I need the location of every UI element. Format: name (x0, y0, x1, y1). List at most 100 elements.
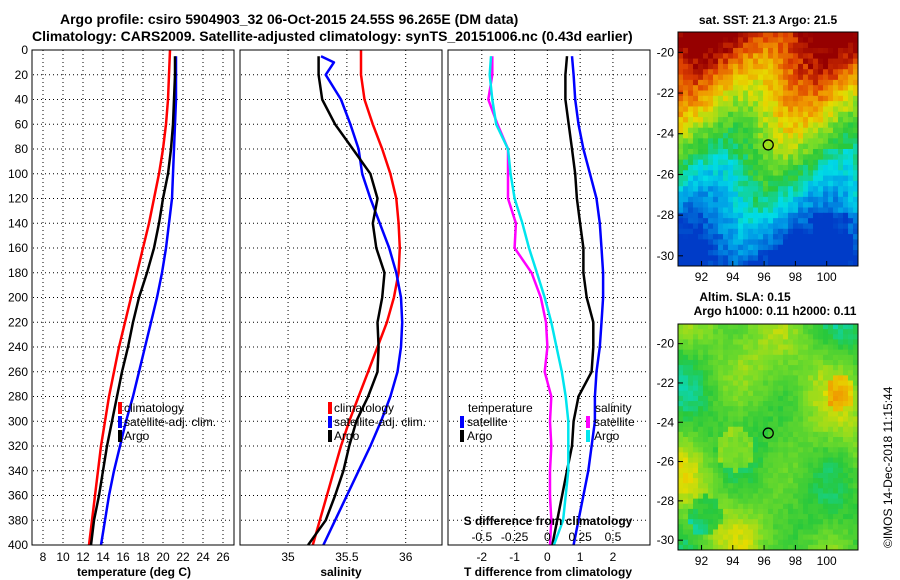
map-cell (788, 431, 794, 438)
map-cell (808, 498, 814, 505)
map-cell (693, 239, 699, 246)
map-cell (743, 85, 749, 92)
map-cell (713, 106, 719, 113)
map-cell (718, 170, 724, 177)
map-cell (838, 395, 844, 402)
map-cell (743, 122, 749, 129)
map-cell (803, 395, 809, 402)
map-cell (778, 191, 784, 198)
map-cell (828, 90, 834, 97)
map-cell (758, 411, 764, 418)
map-cell (698, 239, 704, 246)
map-cell (823, 186, 829, 193)
map-cell (843, 437, 849, 443)
map-cell (773, 250, 779, 256)
map-cell (778, 401, 784, 407)
map-cell (768, 324, 774, 330)
map-cell (678, 117, 684, 124)
map-cell (833, 186, 839, 193)
map-cell (713, 207, 719, 214)
map-cell (828, 133, 834, 139)
map-cell (838, 164, 844, 171)
map-cell (758, 207, 764, 214)
map-cell (783, 462, 789, 469)
map-cell (718, 447, 724, 454)
map-cell (748, 207, 754, 214)
map-cell (823, 133, 829, 139)
map-cell (813, 127, 819, 134)
map-cell (808, 207, 814, 214)
map-cell (853, 544, 858, 550)
map-cell (798, 498, 804, 505)
map-cell (848, 334, 854, 341)
map-cell (813, 365, 819, 371)
map-cell (683, 519, 689, 525)
map-cell (838, 127, 844, 134)
map-cell (808, 380, 814, 387)
map-cell (703, 53, 709, 60)
map-cell (778, 32, 784, 38)
map-cell (828, 339, 834, 346)
map-cell (838, 90, 844, 97)
map-cell (753, 375, 759, 382)
map-cell (693, 111, 699, 118)
map-cell (758, 375, 764, 382)
map-cell (773, 339, 779, 346)
map-cell (803, 175, 809, 182)
map-cell (813, 339, 819, 346)
map-cell (838, 472, 844, 479)
map-y-tick-label: -26 (657, 167, 675, 181)
map-cell (713, 170, 719, 177)
map-cell (798, 32, 804, 38)
map-cell (713, 180, 719, 187)
map-cell (778, 467, 784, 474)
map-cell (853, 74, 858, 81)
map-cell (748, 58, 754, 65)
map-cell (693, 228, 699, 235)
map-cell (738, 133, 744, 139)
map-cell (753, 260, 759, 266)
map-cell (688, 101, 694, 108)
map-cell (793, 514, 799, 520)
map-cell (828, 447, 834, 454)
map-cell (683, 534, 689, 541)
map-cell (693, 324, 699, 330)
map-cell (828, 334, 834, 341)
map-cell (848, 421, 854, 428)
map-cell (773, 508, 779, 515)
map-cell (688, 175, 694, 182)
map-cell (718, 143, 724, 150)
map-cell (763, 380, 769, 387)
map-cell (708, 544, 714, 550)
map-cell (683, 170, 689, 177)
map-cell (688, 534, 694, 541)
map-cell (723, 117, 729, 124)
map-cell (748, 324, 754, 330)
map-cell (748, 159, 754, 166)
map-cell (678, 483, 684, 489)
map-cell (693, 79, 699, 86)
map-cell (843, 250, 849, 256)
map-cell (723, 207, 729, 214)
map-cell (723, 149, 729, 155)
map-cell (793, 58, 799, 65)
map-cell (783, 127, 789, 134)
map-cell (763, 462, 769, 469)
map-cell (803, 426, 809, 433)
map-cell (743, 154, 749, 161)
map-cell (783, 375, 789, 382)
map-cell (703, 380, 709, 387)
map-cell (683, 524, 689, 531)
map-cell (833, 101, 839, 108)
map-cell (698, 544, 704, 550)
map-cell (788, 493, 794, 500)
map-cell (788, 447, 794, 454)
map-cell (688, 149, 694, 155)
map-cell (758, 117, 764, 124)
map-cell (773, 138, 779, 145)
map-cell (773, 133, 779, 139)
map-cell (818, 514, 824, 520)
map-cell (688, 442, 694, 448)
map-cell (813, 85, 819, 92)
map-x-tick-label: 100 (817, 270, 837, 284)
